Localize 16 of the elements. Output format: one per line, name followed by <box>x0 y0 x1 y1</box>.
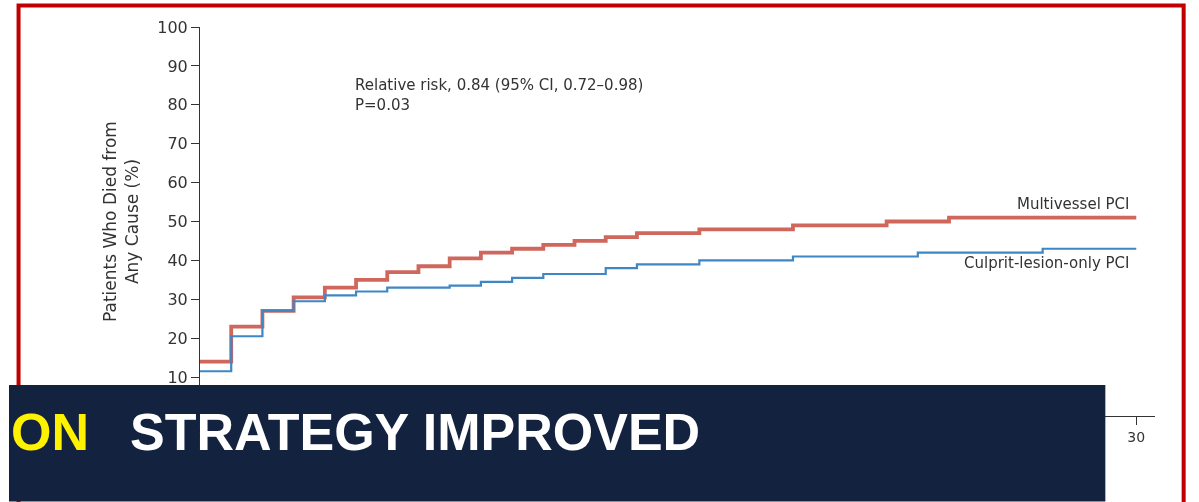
y-axis-title: Patients Who Died from Any Cause (%) <box>99 121 142 322</box>
y-tick-label: 80 <box>167 95 188 115</box>
y-tick-label: 40 <box>167 251 188 270</box>
annotation: STRATEGY IMPROVED <box>130 403 701 461</box>
series-label: Culprit-lesion-only PCI <box>964 254 1130 272</box>
series-label: Multivessel PCI <box>1017 195 1130 213</box>
y-tick-label: 50 <box>167 212 188 232</box>
y-tick-label: 90 <box>167 56 188 76</box>
y-tick-label: 10 <box>167 367 188 387</box>
annotation: Relative risk, 0.84 (95% CI, 0.72–0.98) P=0.03 <box>355 76 644 114</box>
y-tick-label: 70 <box>167 134 188 154</box>
text: ON <box>11 403 89 461</box>
y-tick-label: 30 <box>167 289 188 309</box>
y-tick-label: 60 <box>167 173 188 193</box>
y-tick-label: 20 <box>167 328 188 348</box>
y-tick-label: 100 <box>157 17 188 37</box>
